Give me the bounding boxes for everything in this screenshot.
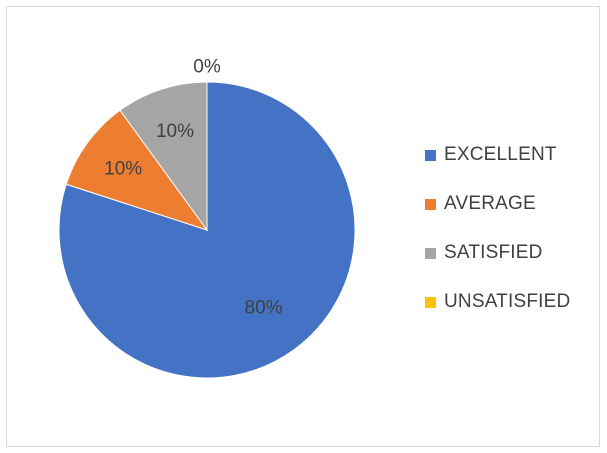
data-label-satisfied: 10% [156,121,194,142]
legend-label-average: AVERAGE [444,193,536,214]
legend-item-excellent: EXCELLENT [425,143,570,167]
legend-label-unsatisfied: UNSATISFIED [444,291,571,312]
data-label-average: 10% [104,159,142,180]
legend-label-satisfied: SATISFIED [444,242,543,263]
pie-data-labels: 80% 10% 10% 0% [104,57,282,319]
pie-slice-average [65,109,209,231]
pie-slice-satisfied [119,81,208,232]
data-label-excellent: 80% [245,297,283,318]
legend-swatch-unsatisfied [425,296,436,308]
legend-item-unsatisfied: UNSATISFIED [425,290,570,314]
legend-swatch-satisfied [425,247,436,259]
data-label-unsatisfied: 0% [193,57,221,78]
legend-swatch-excellent [425,149,436,161]
legend-label-excellent: EXCELLENT [444,144,557,165]
legend: EXCELLENT AVERAGE SATISFIED UNSATISFIED [425,143,570,339]
legend-swatch-average [425,198,436,210]
legend-item-satisfied: SATISFIED [425,241,570,265]
pie-slices [58,81,356,379]
legend-item-average: AVERAGE [425,192,570,216]
